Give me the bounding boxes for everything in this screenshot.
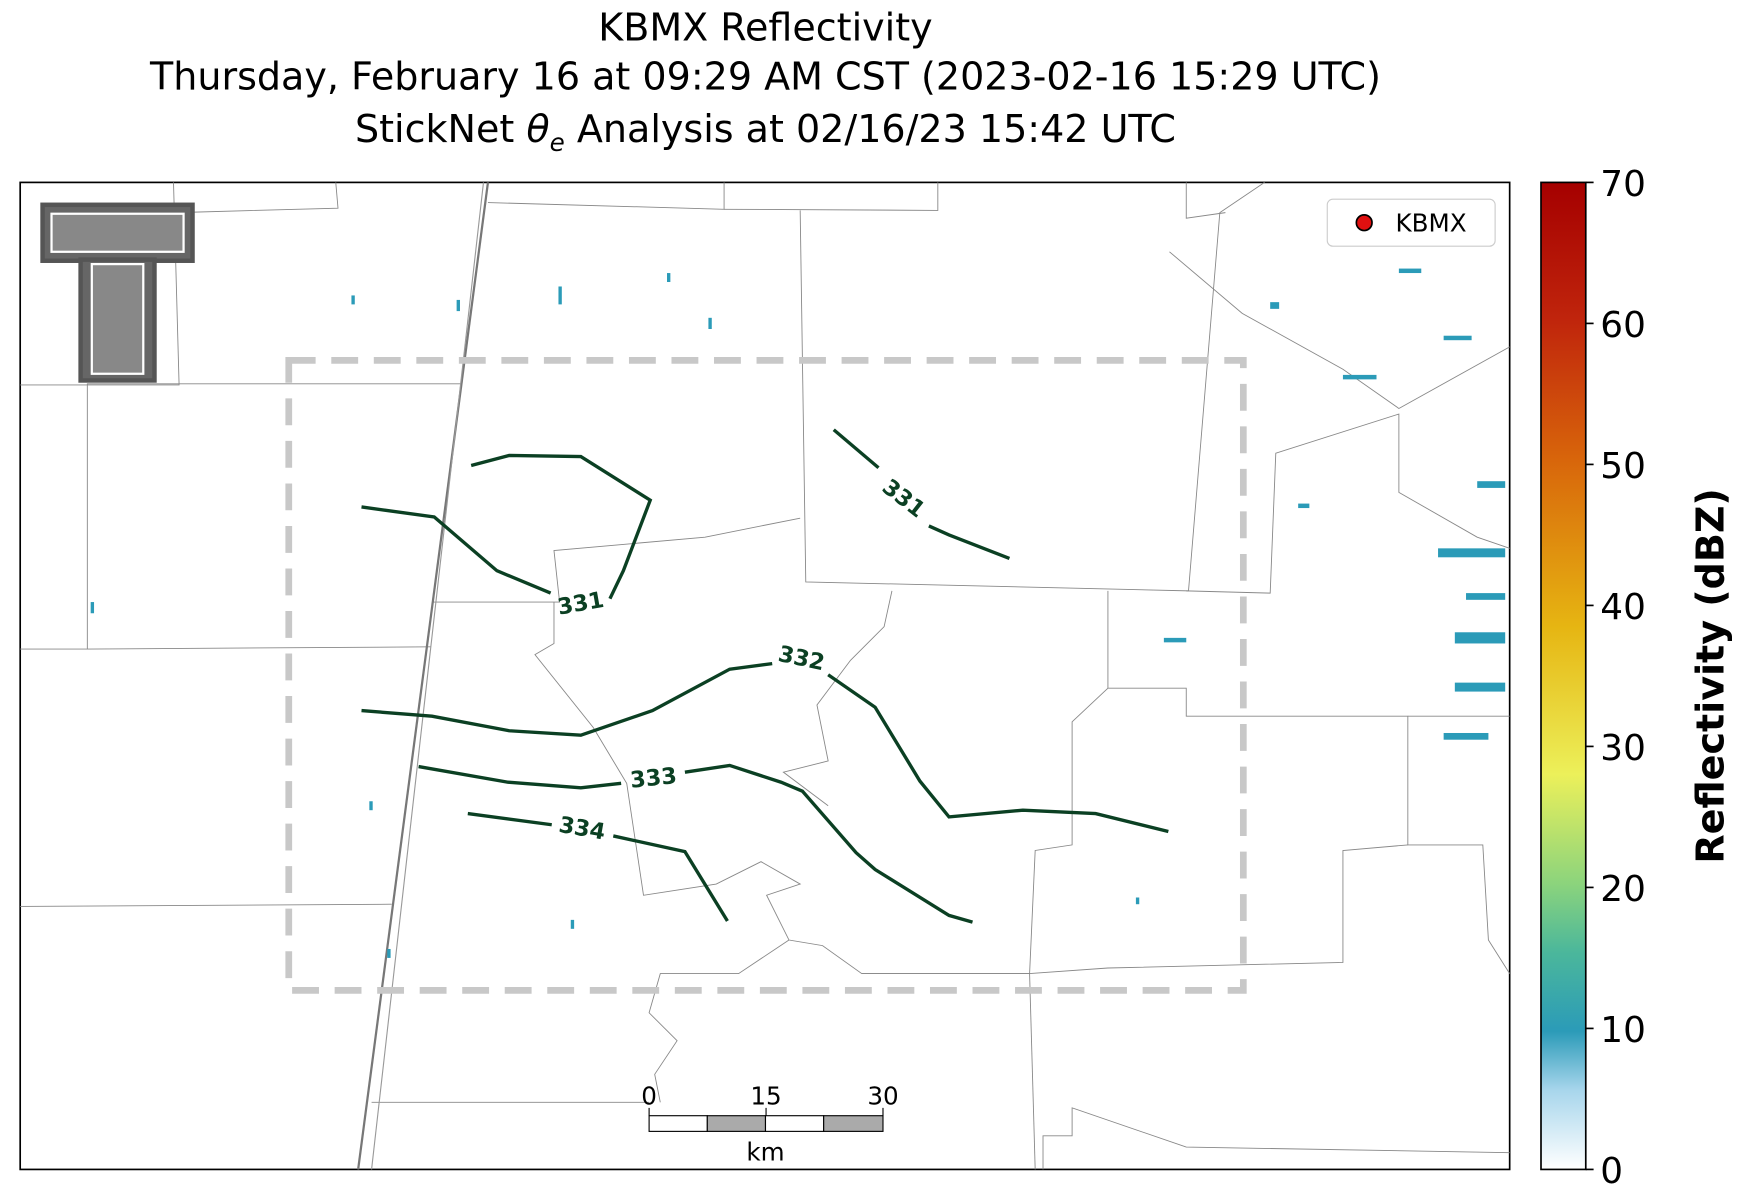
title-line-3: StickNet θe Analysis at 02/16/23 15:42 U…	[355, 107, 1176, 160]
scale-bar: km 0 15 30	[641, 1082, 898, 1167]
colorbar-tick-label: 60	[1600, 305, 1646, 346]
colorbar-tick-label: 20	[1600, 869, 1646, 910]
map-frame	[19, 181, 1511, 1171]
colorbar-tick-label: 10	[1600, 1010, 1646, 1051]
title-line-1: KBMX Reflectivity	[598, 5, 932, 49]
scale-tick-label: 15	[750, 1082, 781, 1111]
title-prefix: StickNet	[355, 107, 514, 151]
colorbar-tick-label: 40	[1600, 587, 1646, 628]
legend-marker	[1355, 214, 1373, 232]
colorbar: Reflectivity (dBZ) 0 10 20 30 40 50 60 70	[1540, 164, 1732, 1192]
title-symbol: θ	[526, 107, 549, 151]
analysis-domain	[285, 356, 1247, 994]
title-subscript: e	[550, 128, 565, 157]
scale-tick-label: 0	[641, 1082, 657, 1111]
scale-unit: km	[746, 1137, 784, 1166]
title-suffix: Analysis at 02/16/23 15:42 UTC	[577, 107, 1176, 151]
county-lines	[20, 182, 1511, 1170]
radar-echoes	[90, 268, 1506, 958]
title-line-2: Thursday, February 16 at 09:29 AM CST (2…	[149, 55, 1381, 99]
scale-tick-label: 30	[867, 1082, 898, 1111]
colorbar-tick-label: 0	[1600, 1151, 1623, 1192]
legend-label: KBMX	[1396, 209, 1467, 238]
colorbar-ramp	[1540, 181, 1587, 1171]
colorbar-tick-label: 50	[1600, 446, 1646, 487]
contours	[361, 428, 1169, 924]
contour-label: 333	[629, 763, 678, 794]
map: 331 331 332 333 334 KBMX km 0 15 30	[19, 181, 1511, 1171]
ttu-logo	[40, 202, 195, 383]
legend-box	[1326, 198, 1496, 247]
colorbar-tick-label: 30	[1600, 728, 1646, 769]
colorbar-tick-label: 70	[1600, 164, 1646, 205]
colorbar-label: Reflectivity (dBZ)	[1688, 488, 1732, 863]
legend: KBMX	[1326, 198, 1496, 247]
